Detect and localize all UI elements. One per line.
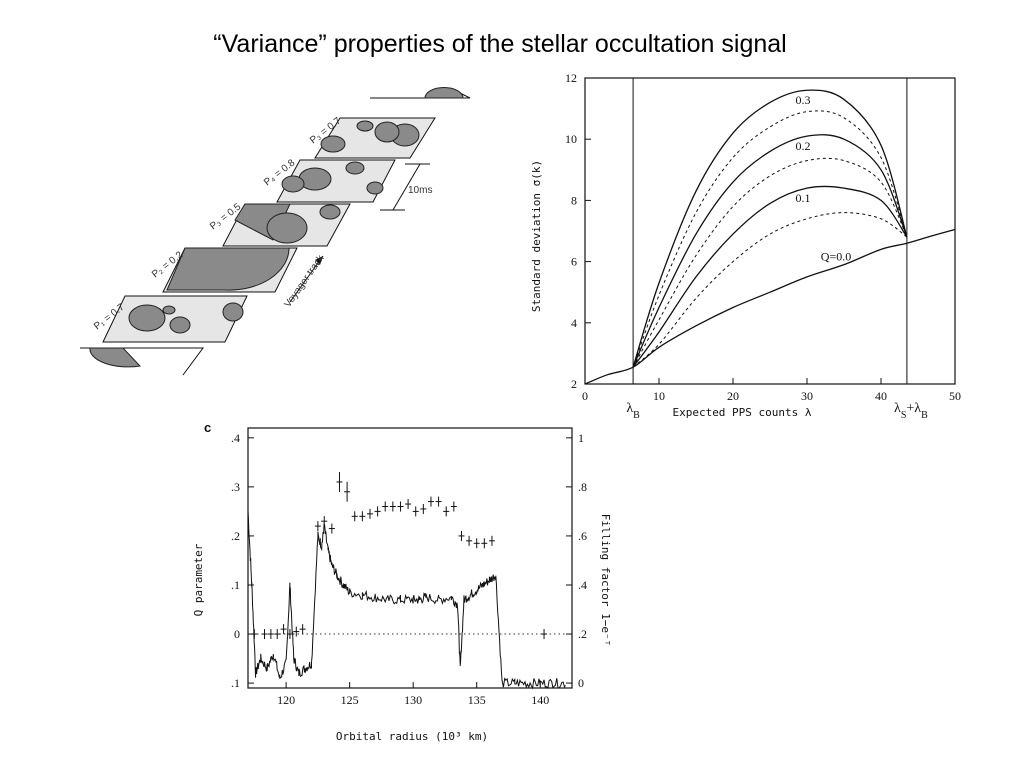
x-tick-label: 50 bbox=[949, 389, 961, 403]
y2-tick-label: 1 bbox=[578, 431, 584, 445]
curve-label: Q=0.0 bbox=[821, 250, 851, 264]
series-line bbox=[632, 134, 908, 368]
filling-factor-point bbox=[344, 481, 351, 502]
slab-bottom bbox=[80, 347, 204, 376]
scale-bar: 10ms bbox=[380, 163, 432, 211]
series-line bbox=[632, 157, 908, 368]
y-tick-label: 10 bbox=[565, 132, 577, 146]
x-axis-label: Expected PPS counts λ bbox=[672, 406, 811, 419]
slide-title: “Variance” properties of the stellar occ… bbox=[213, 30, 787, 58]
filling-factor-point bbox=[267, 629, 274, 640]
y-tick-label: .3 bbox=[231, 480, 240, 494]
y2-tick-label: 0 bbox=[578, 676, 584, 690]
filling-factor-point bbox=[473, 538, 480, 549]
y-tick-label: 0 bbox=[234, 627, 240, 641]
filling-factor-point bbox=[397, 501, 404, 512]
std-deviation-chart: 0.3 0.2 0.1 Q=0.0 0 10 20 30 40 50 2 4 6 8 10 12 λB λS+λ… bbox=[530, 71, 961, 421]
filling-factor-point bbox=[314, 521, 321, 532]
x-tick-label: 125 bbox=[341, 693, 359, 707]
series-line bbox=[584, 228, 956, 385]
marker-label: λS+λB bbox=[894, 401, 928, 421]
filling-factor-point bbox=[389, 501, 396, 512]
y2-tick-label: .8 bbox=[578, 480, 587, 494]
series-line bbox=[632, 89, 908, 368]
curve-label: 0.1 bbox=[796, 191, 811, 205]
series-line bbox=[632, 212, 908, 368]
x-tick-label: 135 bbox=[468, 693, 486, 707]
filling-factor-point bbox=[374, 506, 381, 517]
filling-factor-point bbox=[443, 506, 450, 517]
slab-2: P₄ = 0.8 bbox=[262, 157, 396, 203]
filling-factor-point bbox=[382, 501, 389, 512]
x-tick-label: 0 bbox=[582, 389, 588, 403]
filling-factor-point bbox=[321, 516, 328, 527]
y-tick-label: .2 bbox=[231, 529, 240, 543]
slab-5: P₁ = 0.7 bbox=[92, 295, 248, 343]
y-axis-label: Q parameter bbox=[192, 543, 205, 616]
y2-tick-label: .2 bbox=[578, 627, 587, 641]
x-tick-label: 120 bbox=[277, 693, 295, 707]
filling-factor-point bbox=[328, 523, 335, 534]
plot-frame bbox=[247, 427, 573, 689]
y-tick-label: 2 bbox=[571, 377, 577, 391]
q-profile-line bbox=[247, 511, 566, 690]
x-tick-label: 40 bbox=[875, 389, 887, 403]
marker-label: λB bbox=[626, 401, 640, 421]
y-tick-label: 12 bbox=[565, 71, 577, 85]
filling-factor-point bbox=[481, 538, 488, 549]
filling-factor-point bbox=[488, 535, 495, 546]
x-tick-label: 20 bbox=[727, 389, 739, 403]
y-tick-label: .1 bbox=[231, 676, 240, 690]
filling-factor-point bbox=[420, 503, 427, 514]
filling-factor-point bbox=[351, 511, 358, 522]
plot-frame bbox=[584, 77, 956, 385]
y2-axis-label: Filling factor 1−e⁻ᵀ bbox=[599, 514, 612, 646]
filling-factor-point bbox=[280, 624, 287, 635]
filling-factor-point bbox=[366, 508, 373, 519]
filling-factor-point bbox=[466, 535, 473, 546]
y-tick-label: .4 bbox=[231, 431, 240, 445]
slab-top bbox=[370, 86, 471, 99]
filling-factor-point bbox=[299, 624, 306, 635]
filling-factor-point bbox=[541, 629, 548, 640]
filling-factor-point bbox=[405, 499, 412, 510]
y-tick-label: 6 bbox=[571, 255, 577, 269]
slab-3: P₃ = 0.5 bbox=[208, 201, 351, 247]
filling-factor-point bbox=[336, 471, 343, 492]
filling-factor-point bbox=[274, 629, 281, 640]
y-tick-label: .1 bbox=[231, 578, 240, 592]
slab-1: P₃ = 0.7 bbox=[308, 115, 436, 159]
x-tick-label: 130 bbox=[404, 693, 422, 707]
curve-label: 0.3 bbox=[796, 93, 811, 107]
filling-factor-point bbox=[435, 496, 442, 507]
scale-bar-label: 10ms bbox=[408, 185, 432, 196]
y2-tick-label: .4 bbox=[578, 578, 587, 592]
x-tick-label: 30 bbox=[801, 389, 813, 403]
x-axis-label: Orbital radius (10³ km) bbox=[336, 730, 488, 743]
disk-shape bbox=[424, 86, 464, 99]
x-tick-label: 140 bbox=[531, 693, 549, 707]
filling-factor-point bbox=[458, 530, 465, 541]
y-axis-label: Standard deviation σ(k) bbox=[530, 160, 543, 312]
x-tick-label: 10 bbox=[653, 389, 665, 403]
filling-factor-point bbox=[427, 496, 434, 507]
filling-factor-point bbox=[293, 626, 300, 637]
panel-label: c bbox=[204, 420, 211, 435]
y-tick-label: 4 bbox=[571, 316, 577, 330]
q-parameter-chart: 120 125 130 135 140 .1 0 .1 .2 .3 .4 0 .2 .4 .6 .8 1 c O… bbox=[192, 420, 612, 743]
filling-factor-point bbox=[261, 629, 268, 640]
filling-factor-point bbox=[450, 501, 457, 512]
series-line bbox=[632, 185, 908, 368]
y2-tick-label: .6 bbox=[578, 529, 587, 543]
slab-stack: P₃ = 0.7 P₄ = 0.8 10ms P₃ = 0.5 bbox=[80, 86, 471, 376]
filling-factor-point bbox=[359, 511, 366, 522]
series-line bbox=[632, 110, 908, 368]
filling-factor-point bbox=[286, 629, 293, 640]
filling-factor-point bbox=[412, 506, 419, 517]
occultation-sample-diagram: P₃ = 0.7 P₄ = 0.8 10ms P₃ = 0.5 bbox=[80, 86, 471, 376]
y-tick-label: 8 bbox=[571, 193, 577, 207]
slab-4: P₂ = 0.2 bbox=[150, 247, 298, 293]
curve-label: 0.2 bbox=[796, 139, 811, 153]
